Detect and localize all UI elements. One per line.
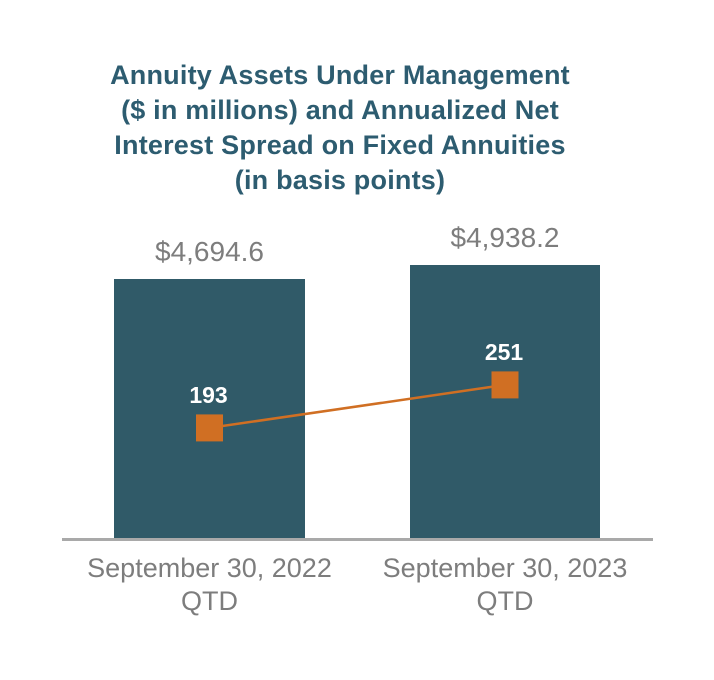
x-axis-label-2023-line-1: September 30, 2023 <box>382 553 628 583</box>
spread-value-label-2023: 251 <box>484 339 524 366</box>
chart-title-line-4: (in basis points) <box>234 165 446 195</box>
x-axis-baseline <box>62 538 653 541</box>
chart-title-line-2: ($ in millions) and Annualized Net <box>121 95 559 125</box>
x-axis-label-2022-line-2: QTD <box>181 586 238 616</box>
x-axis-label-2022: September 30, 2022 QTD <box>70 552 350 618</box>
bar-value-label-2022: $4,694.6 <box>155 236 264 267</box>
chart-title: Annuity Assets Under Management ($ in mi… <box>0 58 680 198</box>
x-axis-label-2022-line-1: September 30, 2022 <box>87 553 332 583</box>
x-axis-label-2023-line-2: QTD <box>476 586 534 616</box>
bar-sep-2023 <box>410 265 600 539</box>
chart-title-line-3: Interest Spread on Fixed Annuities <box>114 130 566 160</box>
bar-value-label-2023: $4,938.2 <box>450 222 560 253</box>
spread-value-label-2022: 193 <box>189 382 228 409</box>
chart-title-line-1: Annuity Assets Under Management <box>110 60 570 90</box>
x-axis-label-2023: September 30, 2023 QTD <box>365 552 645 618</box>
